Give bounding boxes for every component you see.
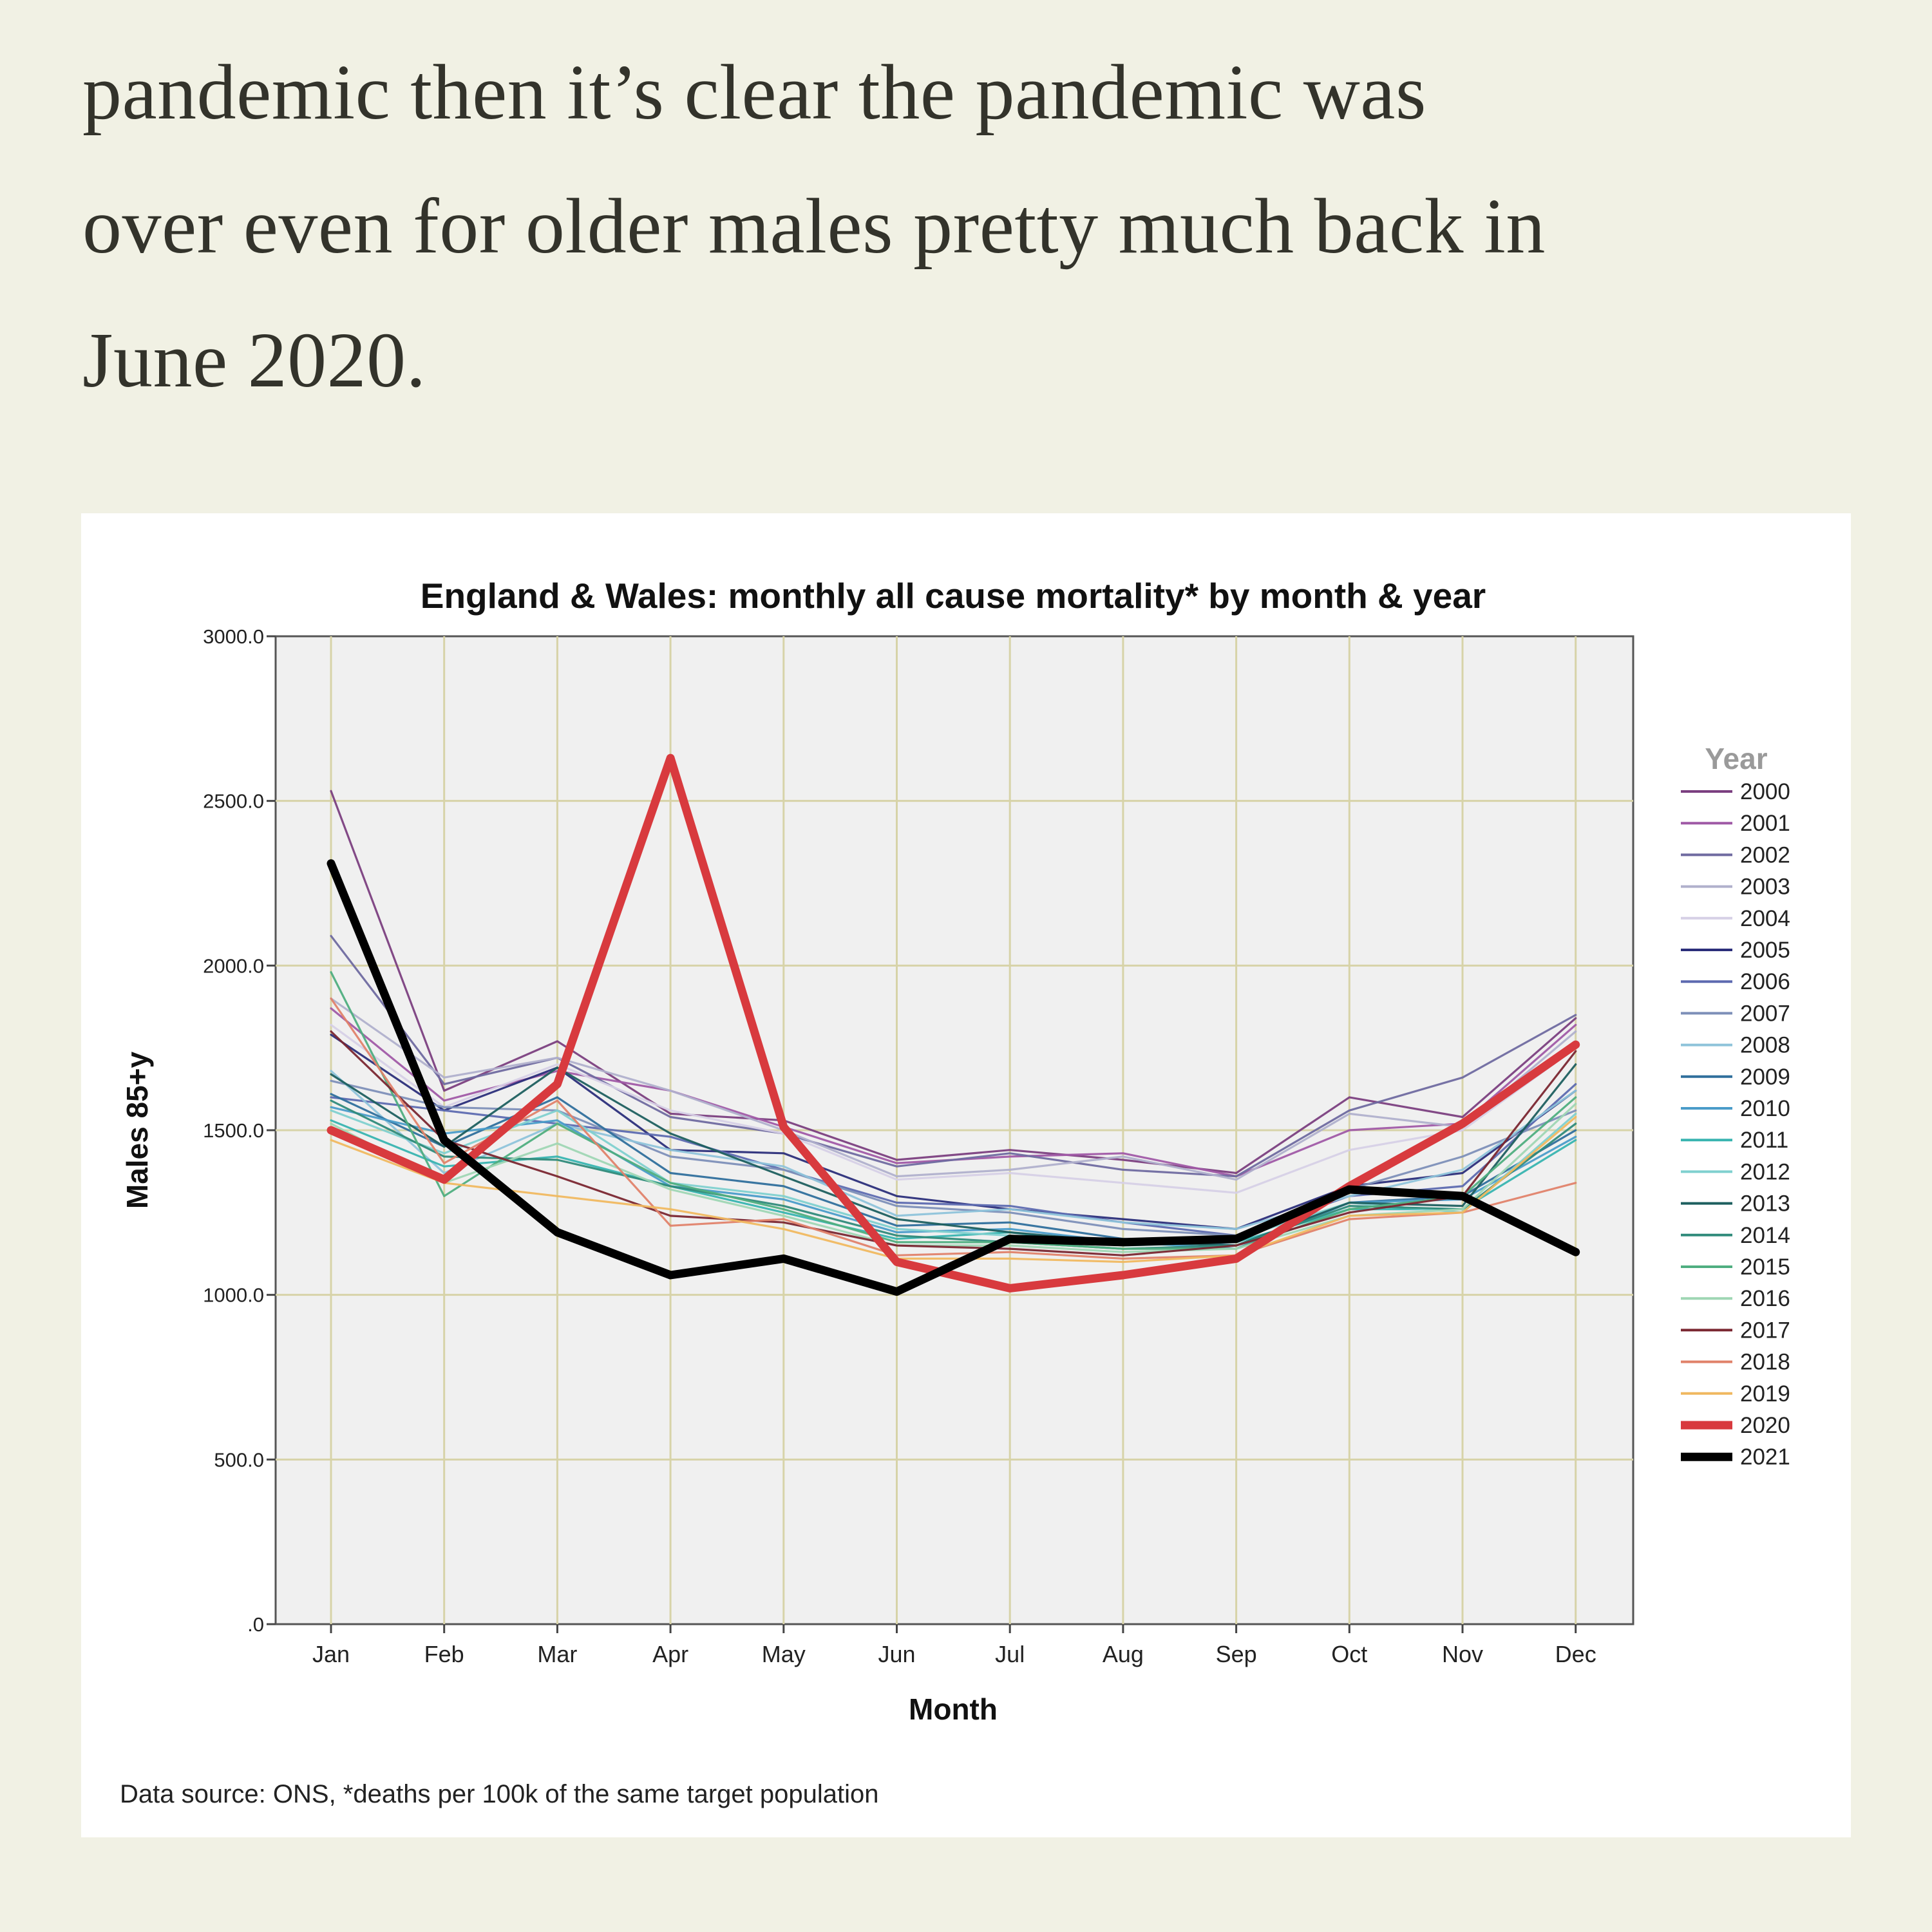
y-tick-label: 1000.0 — [203, 1284, 264, 1307]
data-source-note: Data source: ONS, *deaths per 100k of th… — [120, 1780, 878, 1808]
legend-title: Year — [1705, 742, 1767, 775]
series-line-2015 — [330, 971, 1577, 1250]
y-tick-label: 500.0 — [214, 1448, 264, 1471]
series-line-2003 — [330, 997, 1577, 1181]
series-line-2021 — [327, 859, 1580, 1296]
series-line-2012 — [330, 1109, 1577, 1247]
chart-title: England & Wales: monthly all cause morta… — [421, 576, 1486, 616]
legend-label-2008: 2008 — [1740, 1033, 1790, 1058]
article-paragraph: pandemic then it’s clear the pandemic wa… — [82, 26, 1899, 428]
y-tick-label: .0 — [247, 1613, 264, 1636]
x-tick-label: May — [762, 1641, 806, 1667]
article-line-1: pandemic then it’s clear the pandemic wa… — [82, 49, 1426, 136]
y-tick-label: 2000.0 — [203, 954, 264, 977]
legend-label-2014: 2014 — [1740, 1223, 1790, 1248]
legend-label-2007: 2007 — [1740, 1001, 1790, 1026]
mortality-line-chart: .0 500.0 1000.0 1500.0 2000.0 2500.0 3000.0 Jan… — [120, 576, 1790, 1808]
x-tick-label: Sep — [1216, 1641, 1257, 1667]
legend-label-2005: 2005 — [1740, 938, 1790, 963]
legend-label-2004: 2004 — [1740, 906, 1790, 931]
legend-label-2009: 2009 — [1740, 1065, 1790, 1090]
series-line-2004 — [330, 1023, 1577, 1194]
x-tick-label: Oct — [1331, 1641, 1367, 1667]
legend-label-2012: 2012 — [1740, 1159, 1790, 1184]
article-line-2: over even for older males pretty much ba… — [82, 183, 1546, 270]
x-tick-label: Mar — [537, 1641, 577, 1667]
series-line-2013 — [330, 1063, 1577, 1247]
series-line-2002 — [330, 934, 1577, 1178]
article-line-3: June 2020. — [82, 317, 426, 404]
x-tick-label: Nov — [1442, 1641, 1483, 1667]
x-tick-label: Jul — [995, 1641, 1025, 1667]
x-tick-label: Feb — [424, 1641, 464, 1667]
series-line-2010 — [330, 1106, 1577, 1250]
series-line-2018 — [330, 997, 1577, 1260]
x-tick-label: Jan — [312, 1641, 350, 1667]
series-line-2019 — [330, 1115, 1577, 1264]
legend-label-2001: 2001 — [1740, 811, 1790, 836]
legend: 2000 2001 2002 2003 2004 2005 2006 2007 2008 2009… — [1681, 779, 1790, 1470]
legend-label-2021: 2021 — [1740, 1444, 1790, 1470]
x-tick-label: Aug — [1103, 1641, 1144, 1667]
legend-label-2019: 2019 — [1740, 1381, 1790, 1406]
legend-label-2017: 2017 — [1740, 1318, 1790, 1343]
legend-label-2013: 2013 — [1740, 1191, 1790, 1217]
series-line-2000 — [330, 790, 1577, 1175]
x-axis-label: Month — [909, 1692, 998, 1726]
legend-label-2006: 2006 — [1740, 969, 1790, 994]
series-line-2017 — [330, 1030, 1577, 1256]
y-tick-label: 3000.0 — [203, 625, 264, 648]
legend-label-2020: 2020 — [1740, 1413, 1790, 1438]
legend-label-2018: 2018 — [1740, 1350, 1790, 1375]
y-axis-label: Males 85+y — [120, 1051, 154, 1209]
y-tick-label: 1500.0 — [203, 1119, 264, 1142]
legend-label-2011: 2011 — [1740, 1128, 1788, 1153]
legend-label-2003: 2003 — [1740, 875, 1790, 900]
legend-label-2010: 2010 — [1740, 1096, 1790, 1121]
axes: .0 500.0 1000.0 1500.0 2000.0 2500.0 3000.0 Jan… — [203, 625, 1596, 1667]
legend-label-2015: 2015 — [1740, 1255, 1790, 1280]
x-tick-label: Apr — [652, 1641, 688, 1667]
legend-label-2000: 2000 — [1740, 779, 1790, 804]
x-tick-label: Dec — [1555, 1641, 1596, 1667]
series-lines — [327, 753, 1580, 1296]
series-line-2020 — [327, 753, 1580, 1293]
legend-label-2002: 2002 — [1740, 842, 1790, 867]
x-tick-label: Jun — [878, 1641, 915, 1667]
legend-label-2016: 2016 — [1740, 1286, 1790, 1311]
chart-figure: .0 500.0 1000.0 1500.0 2000.0 2500.0 3000.0 Jan… — [81, 513, 1851, 1837]
y-tick-label: 2500.0 — [203, 790, 264, 813]
